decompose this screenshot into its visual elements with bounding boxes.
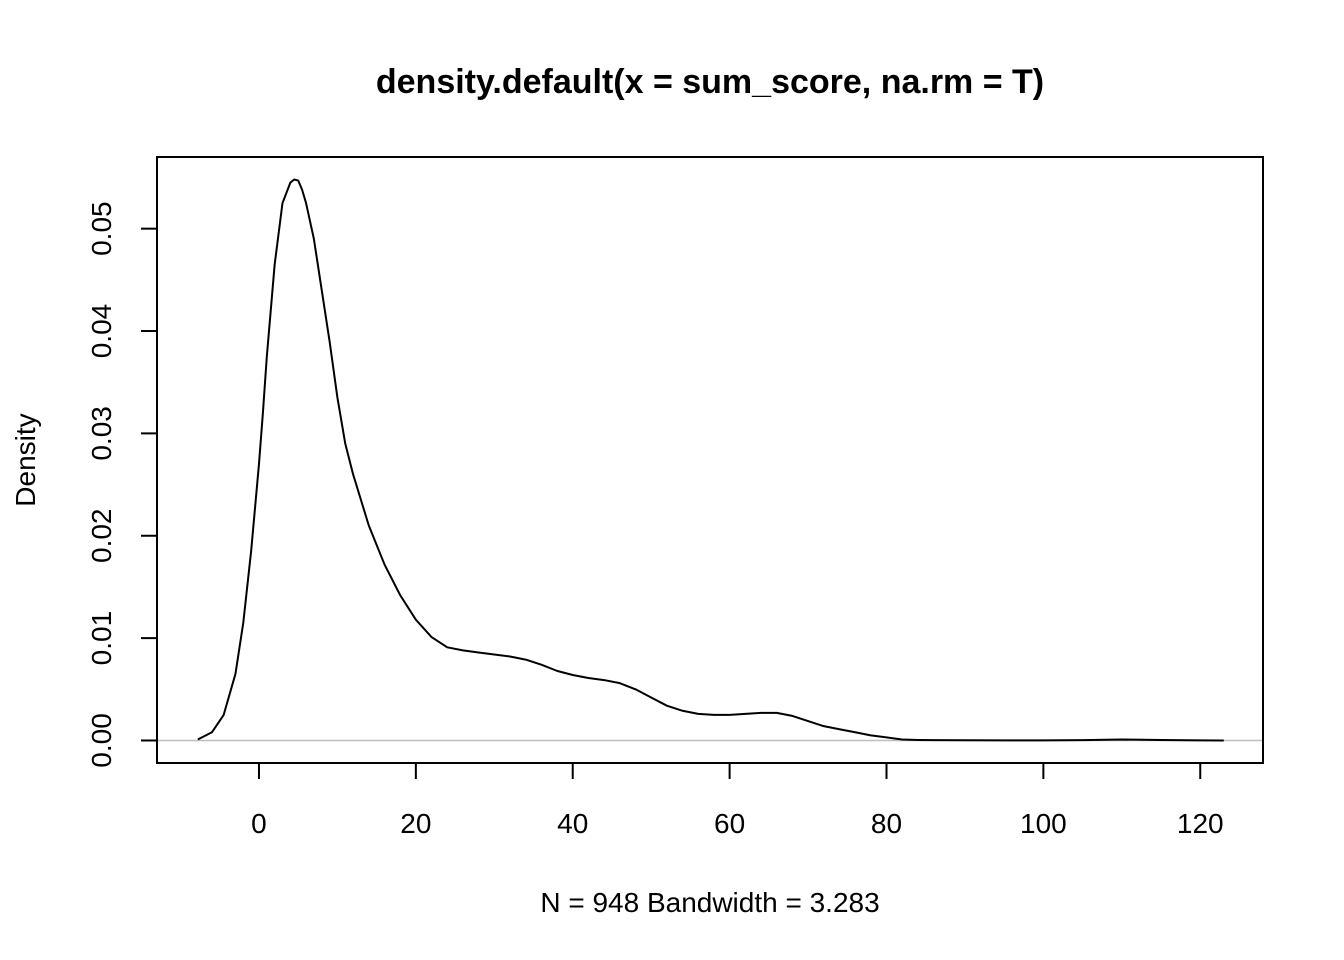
x-axis: 0 20 40 60 80 100 120 (251, 762, 1224, 839)
plot-frame (156, 156, 1264, 764)
x-tick-label: 60 (714, 808, 745, 839)
y-axis: 0.00 0.01 0.02 0.03 0.04 0.05 (86, 201, 158, 768)
density-line (197, 178, 1224, 742)
x-tick-label: 100 (1020, 808, 1067, 839)
x-tick-label: 0 (251, 808, 267, 839)
x-tick-label: 20 (400, 808, 431, 839)
density-series-layer (197, 178, 1224, 742)
chart-title: density.default(x = sum_score, na.rm = T… (376, 63, 1044, 101)
y-tick-label: 0.04 (86, 304, 117, 359)
y-axis-label: Density (10, 413, 41, 506)
y-tick-label: 0.00 (86, 713, 117, 768)
x-tick-label: 80 (871, 808, 902, 839)
y-tick-label: 0.03 (86, 406, 117, 461)
x-tick-label: 120 (1177, 808, 1224, 839)
x-tick-label: 40 (557, 808, 588, 839)
y-tick-label: 0.02 (86, 509, 117, 564)
y-tick-label: 0.01 (86, 611, 117, 666)
y-tick-label: 0.05 (86, 201, 117, 256)
x-axis-label: N = 948 Bandwidth = 3.283 (540, 887, 879, 918)
